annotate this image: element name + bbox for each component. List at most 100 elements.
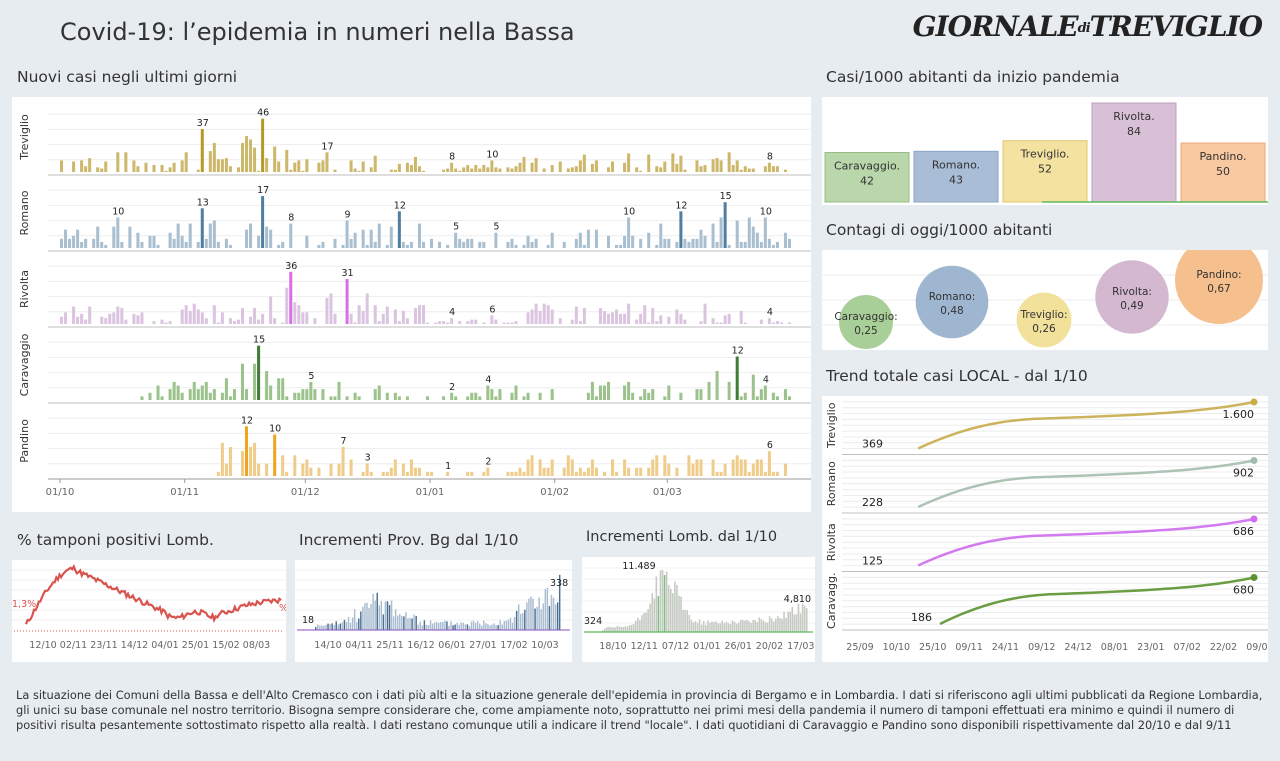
bar: [365, 244, 369, 248]
bar: [385, 244, 389, 248]
bar: [172, 381, 176, 400]
bar: [265, 371, 269, 400]
bar: [343, 619, 346, 630]
bar: [385, 471, 389, 476]
bar: [417, 223, 421, 248]
bar: [623, 313, 627, 324]
end-label: 4,810: [784, 594, 811, 605]
bar: [715, 371, 719, 400]
data-label: 12: [732, 346, 744, 357]
bar: [630, 624, 633, 632]
bar: [460, 622, 462, 630]
bar: [641, 615, 643, 632]
bar: [1091, 102, 1177, 203]
bar: [735, 356, 739, 400]
bar: [321, 160, 325, 172]
bar: [192, 381, 196, 400]
bar: [606, 313, 611, 324]
bar: [349, 622, 352, 630]
bar: [602, 471, 606, 476]
bar: [594, 467, 598, 476]
bar: [715, 471, 719, 476]
bar: [228, 244, 232, 248]
bar: [530, 596, 532, 630]
bar: [249, 223, 253, 248]
bar: [168, 232, 172, 248]
bar: [454, 168, 458, 172]
end-label: 1.600: [1223, 408, 1255, 421]
x-tick-label: 25/09: [846, 642, 873, 653]
bar: [687, 241, 691, 248]
bar: [421, 170, 425, 172]
bar: [430, 238, 434, 248]
x-tick-label: 15/02: [212, 640, 239, 651]
bar: [361, 471, 365, 476]
bar: [627, 303, 631, 324]
bar: [602, 630, 604, 632]
bar: [474, 165, 478, 172]
bar: [663, 238, 667, 248]
row-label: Romano: [825, 461, 838, 506]
bar: [510, 238, 514, 248]
bar: [486, 385, 490, 400]
bar: [674, 581, 676, 632]
bar: [245, 229, 249, 248]
bar: [805, 608, 808, 632]
bar: [715, 241, 719, 248]
bar: [727, 244, 731, 248]
bar: [277, 378, 281, 400]
bar: [522, 613, 524, 630]
bar: [325, 152, 329, 172]
bar: [212, 220, 216, 248]
bar: [610, 627, 612, 632]
bar: [220, 312, 224, 324]
bar: [438, 321, 442, 324]
bar: [775, 241, 779, 248]
end-label: 686: [1233, 525, 1254, 538]
data-label: 10: [623, 206, 635, 217]
bar: [498, 389, 502, 400]
bar: [84, 166, 88, 172]
bar: [257, 463, 261, 476]
bar: [309, 381, 313, 400]
bar: [502, 322, 506, 324]
bar: [261, 196, 265, 248]
bar: [550, 459, 554, 476]
bar: [727, 623, 730, 632]
bar: [490, 389, 494, 400]
bar: [216, 322, 220, 324]
logo-main: GIORNALE: [912, 10, 1079, 43]
bar: [578, 232, 582, 248]
bar: [699, 389, 703, 400]
bar: [698, 619, 701, 632]
bar: [104, 318, 108, 324]
bar: [740, 619, 742, 632]
bar: [196, 309, 200, 324]
bar: [510, 168, 514, 172]
bar: [542, 303, 546, 324]
bar: [212, 305, 216, 324]
bar: [731, 620, 734, 632]
bar: [345, 396, 349, 400]
x-tick-label: 01/01: [416, 487, 445, 498]
bar: [426, 471, 430, 476]
bar: [506, 241, 510, 248]
bar: [703, 165, 707, 172]
bar: [522, 396, 526, 400]
bar: [637, 617, 639, 632]
data-label: 8: [767, 152, 773, 163]
bar: [136, 232, 140, 248]
x-tick-label: 04/01: [151, 640, 178, 651]
bar: [450, 621, 452, 630]
bar: [514, 471, 518, 476]
bar: [373, 389, 377, 400]
bar: [124, 152, 128, 172]
bar: [582, 244, 586, 248]
bar: [667, 238, 671, 248]
bar: [499, 620, 501, 630]
bar: [747, 168, 751, 172]
bar: [721, 620, 724, 632]
bar: [156, 244, 160, 248]
bar: [269, 296, 273, 324]
bar: [606, 167, 611, 172]
